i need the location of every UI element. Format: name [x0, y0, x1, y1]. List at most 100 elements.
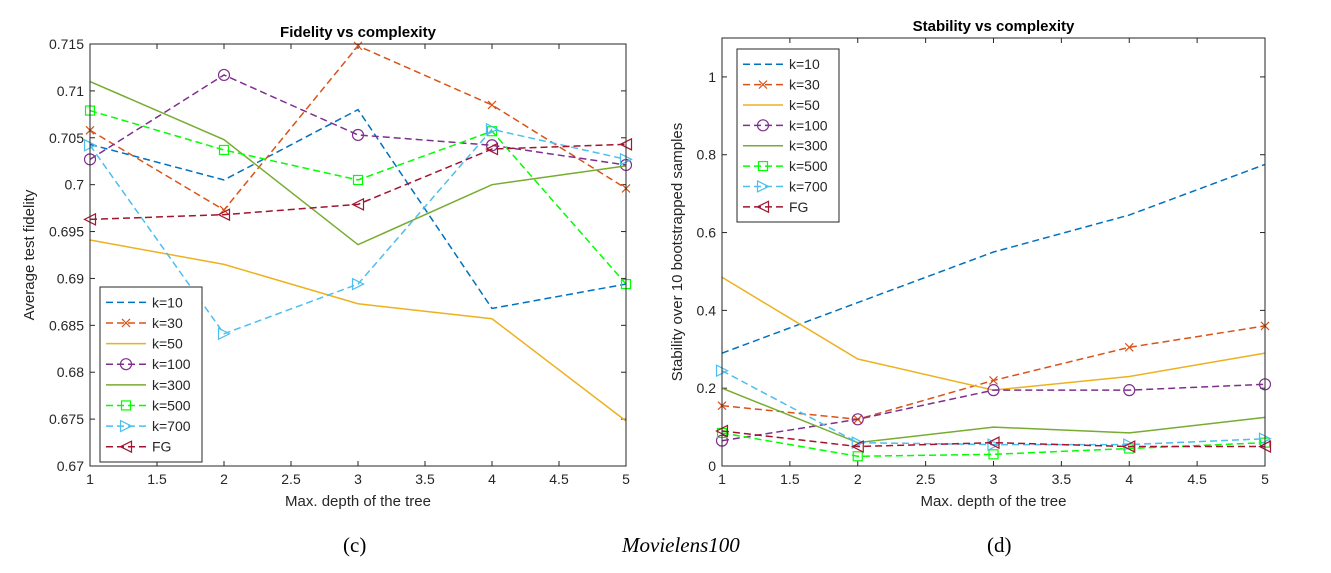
- y-tick-label: 1: [708, 69, 716, 85]
- data-point: [1123, 384, 1136, 397]
- axes-frame: [721, 37, 1266, 467]
- series-line: [89, 239, 627, 422]
- series-line: [721, 383, 1266, 442]
- legend-label: k=500: [152, 397, 191, 413]
- legend-label: k=100: [152, 356, 191, 372]
- data-point: [851, 413, 864, 426]
- x-axis-label: Max. depth of the tree: [921, 493, 1067, 510]
- legend-marker: [121, 318, 131, 328]
- x-tick-label: 1: [86, 471, 94, 487]
- data-point: [1123, 438, 1137, 452]
- legend-label: k=30: [789, 77, 820, 93]
- y-tick-label: 0.7: [65, 177, 85, 193]
- legend-label: k=50: [789, 97, 820, 113]
- series-line: [721, 430, 1265, 448]
- chart-panel-0: 1 1.5 2 2.5 3 3.5 4 4.5 5 0.67 0.675 0.68 0.685 0.69 0…: [21, 24, 633, 510]
- legend-label: k=100: [789, 117, 828, 133]
- x-tick-label: 1.5: [147, 471, 167, 487]
- data-point: [851, 436, 865, 450]
- data-point: [485, 142, 499, 156]
- legend-label: k=10: [152, 294, 183, 310]
- legend-label: k=10: [789, 56, 820, 72]
- data-point: [217, 68, 231, 82]
- x-tick-label: 5: [622, 471, 630, 487]
- y-tick-label: 0.715: [49, 36, 84, 52]
- x-tick-label: 2.5: [916, 471, 936, 487]
- x-tick-label: 3: [354, 471, 362, 487]
- series-line: [721, 370, 1266, 446]
- data-point: [352, 174, 364, 186]
- x-tick-label: 3.5: [1052, 471, 1072, 487]
- data-point: [353, 41, 363, 51]
- legend-marker: [756, 200, 770, 214]
- series-line: [721, 387, 1266, 444]
- legend-label: k=50: [152, 336, 183, 352]
- series-line: [89, 80, 627, 246]
- legend-marker: [119, 440, 133, 454]
- legend-marker: [756, 119, 770, 132]
- data-point: [217, 327, 231, 341]
- legend-marker: [119, 358, 133, 371]
- y-tick-label: 0.6: [697, 225, 717, 241]
- data-point: [987, 384, 1000, 397]
- data-point: [986, 436, 1000, 450]
- series-line: [721, 163, 1266, 354]
- data-point: [487, 100, 497, 110]
- x-tick-label: 3.5: [415, 471, 435, 487]
- y-tick-label: 0.67: [57, 458, 84, 474]
- x-tick-label: 2.5: [281, 471, 301, 487]
- caption-dataset: Movielens100: [622, 533, 740, 557]
- legend-marker: [757, 160, 769, 172]
- y-tick-label: 0.2: [697, 380, 717, 396]
- legend-marker: [756, 179, 770, 193]
- data-point: [987, 438, 1001, 452]
- y-tick-label: 0.8: [697, 147, 717, 163]
- axes-frame: [89, 43, 627, 467]
- data-point: [351, 128, 365, 142]
- x-tick-label: 3: [990, 471, 998, 487]
- data-point: [1124, 342, 1134, 352]
- y-tick-label: 0.69: [57, 270, 84, 286]
- data-point: [485, 122, 499, 136]
- legend-label: k=300: [789, 138, 828, 154]
- data-point: [351, 197, 365, 211]
- chart-title: Fidelity vs complexity: [280, 24, 437, 41]
- x-axis-label: Max. depth of the tree: [285, 493, 431, 510]
- caption-d: (d): [987, 533, 1012, 557]
- legend-box: [99, 286, 203, 463]
- x-tick-label: 1: [718, 471, 726, 487]
- series-line: [89, 108, 627, 310]
- y-tick-label: 0.4: [697, 302, 717, 318]
- x-tick-label: 5: [1261, 471, 1269, 487]
- y-tick-label: 0.695: [49, 224, 84, 240]
- caption-c: (c): [343, 533, 367, 557]
- x-tick-label: 4: [488, 471, 496, 487]
- data-point: [1122, 440, 1136, 454]
- y-tick-label: 0.675: [49, 411, 84, 427]
- legend-box: [736, 48, 840, 223]
- data-point: [989, 375, 998, 385]
- legend-label: k=700: [789, 178, 828, 194]
- y-tick-label: 0.685: [49, 317, 84, 333]
- x-tick-label: 1.5: [780, 471, 800, 487]
- legend-marker: [119, 419, 133, 433]
- y-tick-label: 0.71: [57, 83, 84, 99]
- series-line: [89, 143, 627, 221]
- series-line: [89, 109, 627, 285]
- x-tick-label: 2: [220, 471, 228, 487]
- series-line: [89, 74, 627, 166]
- legend-label: k=30: [152, 315, 183, 331]
- data-point: [850, 440, 864, 454]
- chart-panel-1: 1 1.5 2 2.5 3 3.5 4 4.5 5 0 0.2 0.4 0.6 0.8 1 Stability…: [669, 18, 1272, 510]
- legend-label: FG: [152, 439, 171, 455]
- y-axis-label: Stability over 10 bootstrapped samples: [669, 123, 686, 381]
- x-tick-label: 4.5: [549, 471, 569, 487]
- data-point: [351, 277, 365, 291]
- data-point: [988, 449, 999, 460]
- x-tick-label: 2: [854, 471, 862, 487]
- legend-marker: [120, 400, 132, 411]
- chart-title: Stability vs complexity: [913, 18, 1075, 35]
- data-point: [217, 208, 231, 222]
- y-tick-label: 0.705: [49, 130, 84, 146]
